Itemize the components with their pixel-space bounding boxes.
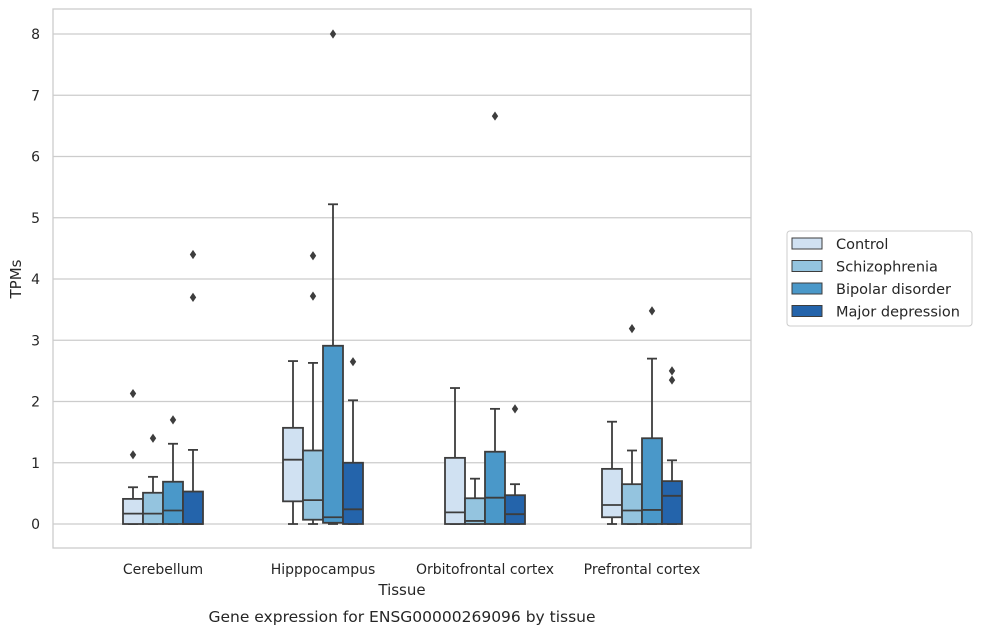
box-iqr bbox=[322, 344, 344, 524]
plot-frame bbox=[52, 8, 752, 549]
box-iqr bbox=[444, 456, 466, 525]
y-tick-label: 5 bbox=[31, 211, 40, 227]
outlier-point bbox=[491, 111, 499, 121]
y-axis-label: TPMs bbox=[7, 259, 25, 299]
outlier-point bbox=[329, 29, 337, 39]
legend: Control Schizophrenia Bipolar disorder Majo… bbox=[786, 230, 973, 327]
box-iqr bbox=[342, 461, 364, 525]
box-major-depression-1 bbox=[342, 357, 364, 525]
y-tick-label: 4 bbox=[31, 272, 40, 288]
gridlines bbox=[53, 33, 751, 525]
outlier-point bbox=[129, 388, 137, 399]
box-iqr bbox=[601, 467, 623, 519]
legend-label: Major depression bbox=[836, 305, 960, 321]
box-control-3 bbox=[601, 420, 623, 525]
box-control-0 bbox=[122, 388, 144, 525]
legend-label: Bipolar disorder bbox=[836, 282, 951, 298]
box-bipolar-disorder-3 bbox=[641, 306, 663, 525]
box-major-depression-0 bbox=[182, 249, 204, 525]
box-iqr bbox=[122, 497, 144, 525]
x-tick-label: Orbitofrontal cortex bbox=[416, 562, 554, 578]
box-schizophrenia-3 bbox=[621, 324, 643, 525]
legend-swatch bbox=[791, 305, 823, 317]
box-control-1 bbox=[282, 360, 304, 525]
x-tick-labels: Cerebellum Hipppocampus Orbitofrontal cort… bbox=[123, 562, 700, 578]
outlier-point bbox=[349, 357, 357, 367]
box-major-depression-2 bbox=[504, 404, 526, 525]
legend-swatch bbox=[791, 260, 823, 272]
legend-label: Schizophrenia bbox=[836, 260, 938, 276]
y-tick-label: 7 bbox=[31, 88, 40, 104]
outlier-point bbox=[309, 251, 317, 261]
outlier-point bbox=[668, 375, 676, 385]
x-tick-label: Cerebellum bbox=[123, 562, 203, 578]
box-iqr bbox=[484, 450, 506, 525]
outlier-point bbox=[511, 404, 519, 414]
box-schizophrenia-2 bbox=[464, 477, 486, 525]
box-iqr bbox=[661, 480, 683, 525]
y-tick-label: 3 bbox=[31, 333, 40, 349]
box-major-depression-3 bbox=[661, 366, 683, 525]
legend-swatch bbox=[791, 282, 823, 295]
box-schizophrenia-1 bbox=[302, 251, 324, 525]
box-iqr bbox=[162, 480, 184, 525]
box-iqr bbox=[641, 437, 663, 525]
outlier-point bbox=[189, 249, 197, 260]
box-bipolar-disorder-2 bbox=[484, 111, 506, 525]
box-iqr bbox=[302, 449, 324, 521]
y-tick-labels: 0 1 2 3 4 5 6 7 8 bbox=[31, 27, 40, 533]
box-iqr bbox=[504, 494, 526, 525]
box-control-2 bbox=[444, 387, 466, 525]
box-bipolar-disorder-1 bbox=[322, 29, 344, 525]
x-tick-label: Prefrontal cortex bbox=[584, 562, 701, 578]
outlier-point bbox=[129, 450, 137, 460]
legend-frame bbox=[786, 230, 973, 327]
y-tick-label: 1 bbox=[31, 456, 40, 472]
box-iqr bbox=[282, 426, 304, 503]
outlier-point bbox=[309, 291, 317, 301]
x-tick-label: Hipppocampus bbox=[271, 562, 376, 578]
box-schizophrenia-0 bbox=[142, 433, 164, 525]
legend-label: Control bbox=[836, 237, 888, 253]
legend-swatch bbox=[791, 237, 823, 250]
box-marks bbox=[122, 29, 683, 525]
y-tick-label: 0 bbox=[31, 517, 40, 533]
x-axis-label: Tissue bbox=[377, 581, 425, 599]
y-tick-label: 6 bbox=[31, 150, 40, 166]
outlier-point bbox=[648, 306, 656, 316]
outlier-point bbox=[628, 324, 636, 334]
y-tick-label: 8 bbox=[31, 27, 40, 43]
box-iqr bbox=[182, 490, 204, 525]
chart-caption: Gene expression for ENSG00000269096 by t… bbox=[208, 608, 595, 626]
box-bipolar-disorder-0 bbox=[162, 415, 184, 525]
outlier-point bbox=[169, 415, 177, 425]
outlier-point bbox=[149, 433, 157, 443]
outlier-point bbox=[189, 292, 197, 302]
box-iqr bbox=[621, 483, 643, 525]
outlier-point bbox=[668, 366, 676, 376]
y-tick-label: 2 bbox=[31, 395, 40, 411]
box-iqr bbox=[142, 491, 164, 525]
